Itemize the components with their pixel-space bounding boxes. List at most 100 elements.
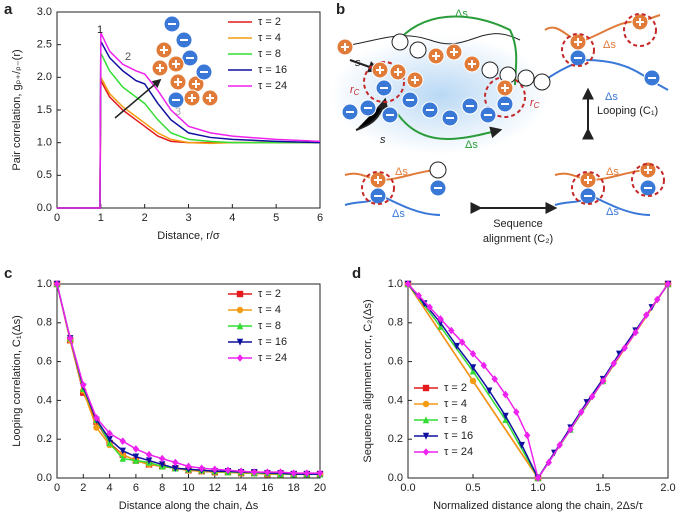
x-tick-label: 20 (314, 482, 326, 494)
diagram-label: Δs (465, 139, 478, 151)
marker (422, 384, 430, 392)
marker (589, 392, 596, 401)
x-tick-label: 0.5 (465, 482, 480, 494)
marker (422, 400, 430, 408)
marker (185, 462, 192, 471)
marker (422, 416, 430, 424)
marker (437, 315, 444, 323)
legend-label: τ = 2 (258, 16, 281, 28)
chain (554, 169, 651, 182)
x-tick-label: 6 (133, 482, 139, 494)
legend-label: τ = 24 (444, 446, 473, 458)
legend-label: τ = 24 (258, 352, 287, 364)
y-tick-label: 0.0 (388, 472, 403, 484)
bead (517, 69, 535, 87)
marker (486, 387, 493, 395)
y-tick-label: 0.4 (388, 394, 403, 406)
y-tick-label: 0.8 (388, 317, 403, 329)
marker (448, 326, 455, 335)
marker (415, 291, 422, 300)
cutoff (631, 163, 665, 197)
x-tick-label: 2.0 (660, 482, 675, 494)
marker (502, 412, 509, 420)
y-axis-label: Sequence alignment corr., C₂(Δs) (362, 299, 374, 462)
marker (643, 311, 650, 319)
diagram-label: s (355, 57, 361, 69)
y-tick-label: 1.0 (388, 278, 403, 290)
charge (172, 60, 180, 68)
charge (501, 84, 509, 92)
marker (459, 338, 466, 346)
chain (394, 109, 503, 140)
x-tick-label: 0 (54, 482, 60, 494)
x-tick-label: 1.0 (530, 482, 545, 494)
charge (206, 94, 214, 102)
chain (394, 15, 518, 86)
marker (159, 454, 166, 463)
marker (237, 467, 245, 476)
cutoff (363, 61, 405, 103)
x-tick-label: 1 (98, 212, 104, 224)
marker (145, 457, 153, 465)
legend-label: τ = 4 (444, 398, 467, 410)
marker (632, 328, 639, 337)
panel-label: a (4, 1, 13, 18)
diagram-label: Δs (392, 208, 405, 220)
marker (491, 375, 498, 383)
label-part: C (534, 101, 540, 110)
marker (106, 429, 113, 438)
diagram-label: Δs (395, 166, 408, 178)
marker (426, 303, 433, 312)
legend-label: τ = 4 (258, 32, 281, 44)
y-tick-label: 0.2 (388, 433, 403, 445)
diagram-label: Δs (603, 39, 616, 51)
x-tick-label: 6 (317, 212, 323, 224)
y-tick-label: 0.6 (37, 356, 52, 368)
y-tick-label: 1.0 (37, 278, 52, 290)
marker (556, 441, 563, 449)
charge (174, 78, 182, 86)
marker (534, 474, 542, 482)
bead (429, 161, 447, 179)
bead (391, 33, 409, 51)
y-tick-label: 1.5 (37, 104, 52, 116)
label-part: C (354, 88, 360, 97)
marker (53, 280, 61, 288)
marker (578, 408, 585, 416)
charge (411, 76, 419, 84)
chain (349, 33, 521, 46)
marker (119, 447, 126, 455)
legend-label: τ = 2 (258, 288, 281, 300)
marker (172, 458, 179, 467)
legend-label: τ = 2 (444, 382, 467, 394)
marker (469, 350, 477, 358)
bead (481, 61, 499, 79)
marker (664, 280, 672, 288)
diagram-label: Δs (605, 91, 618, 103)
charge (574, 38, 582, 46)
marker (236, 306, 244, 314)
marker (236, 322, 244, 330)
y-tick-label: 1.0 (37, 137, 52, 149)
marker (93, 424, 100, 431)
marker (469, 364, 477, 372)
diagram-label: Δs (606, 206, 619, 218)
y-tick-label: 0.0 (37, 472, 52, 484)
marker (518, 441, 525, 449)
marker (599, 377, 607, 385)
marker (132, 445, 140, 453)
charge (376, 66, 384, 74)
y-tick-label: 3.0 (37, 6, 52, 18)
marker (132, 453, 140, 461)
marker (264, 468, 271, 476)
diagram: s Δs rC s Δs rC Δs Δs Looping (C₁) Δs Δs… (151, 8, 669, 245)
marker (524, 431, 531, 440)
legend-label: τ = 16 (258, 64, 287, 76)
panel-label: c (4, 265, 12, 282)
marker (198, 464, 205, 473)
y-tick-label: 0.2 (37, 433, 52, 445)
marker (236, 290, 244, 298)
diagram-label: Δs (455, 8, 468, 20)
chain (554, 193, 651, 216)
